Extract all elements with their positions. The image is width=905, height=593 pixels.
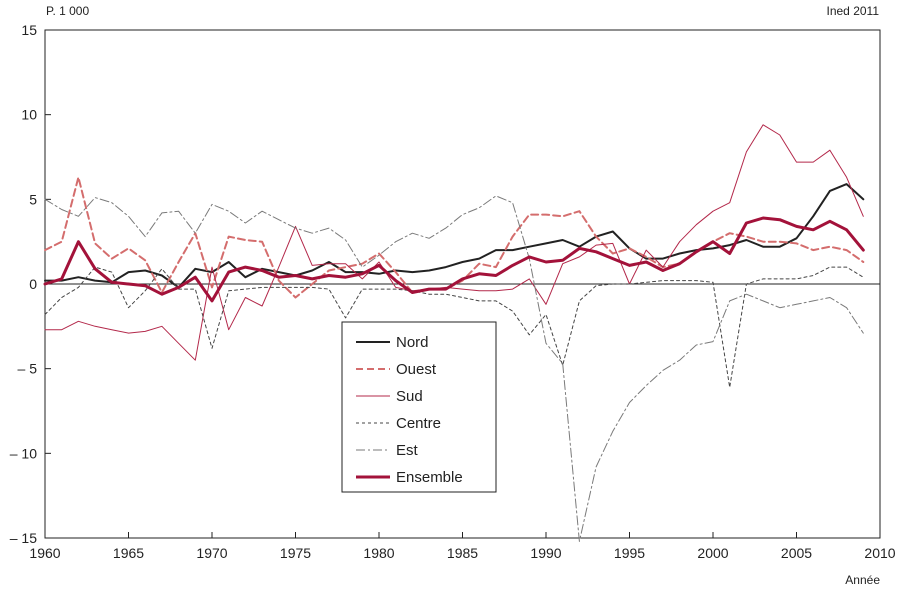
x-tick-label: 2010 — [864, 545, 895, 561]
unit-label: P. 1 000 — [46, 4, 89, 18]
x-axis-label: Année — [845, 573, 880, 587]
x-tick-label: 1975 — [280, 545, 311, 561]
y-tick-label: 5 — [29, 191, 37, 207]
x-tick-label: 2000 — [697, 545, 728, 561]
series-layer — [43, 124, 865, 542]
x-tick-label: 1960 — [29, 545, 60, 561]
source-label: Ined 2011 — [827, 4, 880, 18]
series-line-centre — [44, 266, 864, 388]
x-tick-label: 1990 — [530, 545, 561, 561]
x-tick-label: 1965 — [113, 545, 144, 561]
x-tick-label: 1985 — [447, 545, 478, 561]
y-tick-label: 10 — [21, 107, 37, 123]
legend-label-ensemble: Ensemble — [396, 469, 463, 486]
legend-box — [341, 321, 497, 493]
legend: Nord Ouest Sud Centre Est Ensemble — [341, 321, 497, 493]
legend-label-est: Est — [396, 442, 419, 459]
x-tick-label: 1995 — [614, 545, 645, 561]
legend-label-ouest: Ouest — [396, 361, 437, 378]
y-tick-label: – 5 — [18, 361, 38, 377]
y-tick-label: 15 — [21, 22, 37, 38]
x-axis: 1960 1965 1970 1975 1980 1985 1990 1995 2000 2005… — [29, 532, 896, 561]
x-tick-label: 1980 — [363, 545, 394, 561]
legend-label-sud: Sud — [396, 388, 423, 405]
y-tick-label: – 15 — [10, 530, 37, 546]
x-tick-label: 1970 — [196, 545, 227, 561]
x-tick-label: 2005 — [781, 545, 812, 561]
legend-label-centre: Centre — [396, 415, 441, 432]
series-line-ensemble — [43, 216, 865, 303]
y-axis: 15 10 5 0 – 5 – 10 – 15 — [10, 22, 51, 546]
series-line-sud — [44, 124, 864, 361]
legend-label-nord: Nord — [396, 334, 429, 351]
y-tick-label: 0 — [29, 276, 37, 292]
y-tick-label: – 10 — [10, 445, 37, 461]
series-line-est — [44, 195, 864, 542]
